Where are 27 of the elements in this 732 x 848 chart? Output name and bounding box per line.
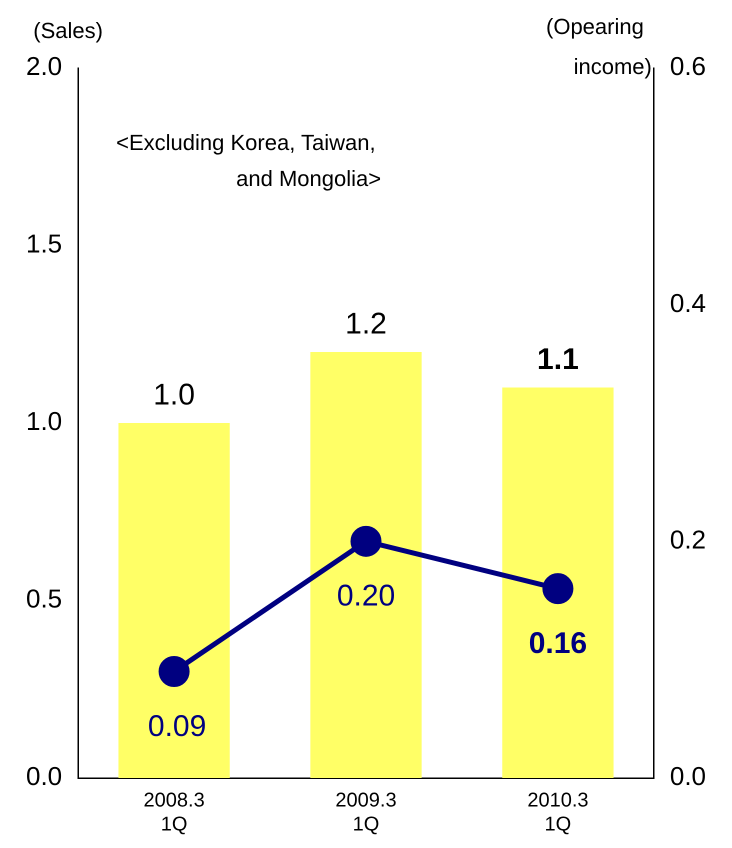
point — [158, 656, 190, 687]
bar — [502, 388, 614, 778]
point — [350, 526, 382, 557]
data-label: 1.0 — [153, 378, 195, 412]
y-tick-label: 1.0 — [26, 406, 62, 436]
data-label: 0.09 — [148, 710, 206, 743]
bar — [310, 352, 422, 778]
x-tick-label: 2010.3 1Q — [527, 790, 588, 836]
x-tick-label: 2008.3 1Q — [144, 790, 205, 836]
y2-axis-title: (Opearing income) — [546, 14, 652, 79]
data-label: 1.2 — [345, 307, 387, 340]
y2-tick-label: 0.4 — [670, 288, 706, 318]
y-tick-label: 0.0 — [26, 761, 62, 792]
data-label: 0.20 — [336, 580, 396, 613]
y-tick-label: 2.0 — [26, 51, 62, 82]
bar — [118, 423, 230, 778]
data-label: 0.16 — [528, 626, 588, 660]
y-axis-title: (Sales) — [33, 18, 103, 43]
data-label: 1.1 — [537, 342, 579, 376]
y2-tick-label: 0.0 — [670, 761, 706, 792]
y-tick-label: 0.5 — [26, 584, 62, 614]
y-tick-label: 1.5 — [26, 228, 62, 259]
y2-tick-label: 0.2 — [670, 524, 706, 555]
x-tick-label: 2009.3 1Q — [335, 790, 397, 836]
annotation: <Excluding Korea, Taiwan, and Mongolia> — [116, 130, 382, 191]
point — [542, 573, 574, 604]
y2-tick-label: 0.6 — [670, 51, 706, 82]
